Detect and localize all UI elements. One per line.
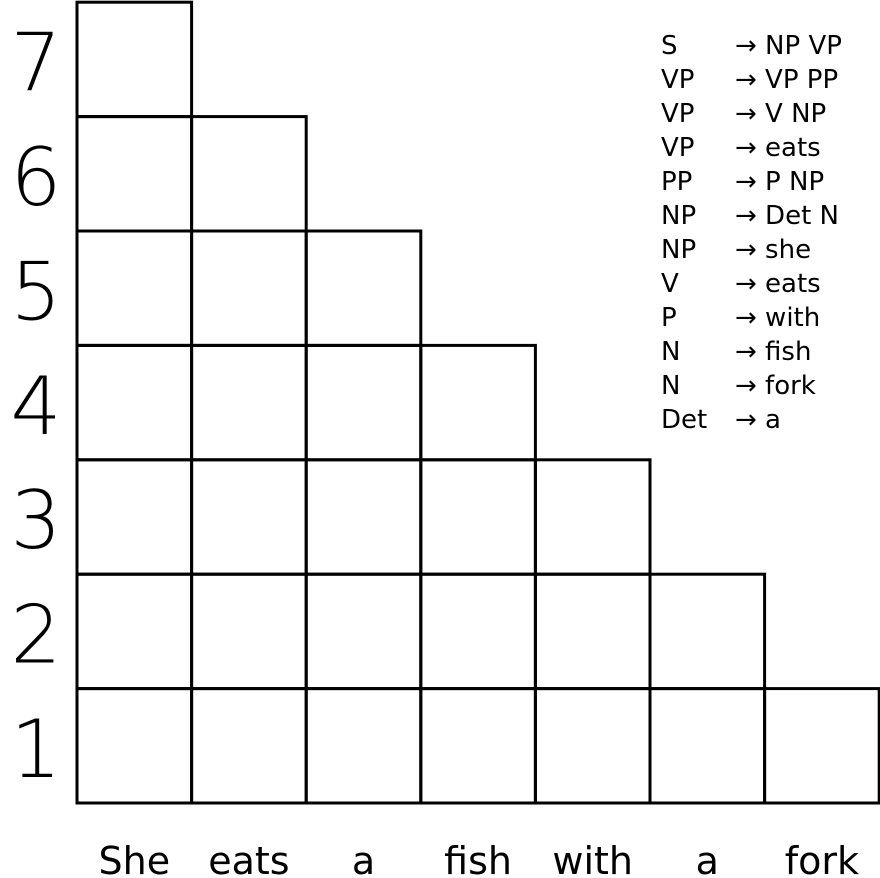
word-label: She (99, 839, 171, 878)
chart-cells (75, 0, 880, 805)
rule-rhs: → with (735, 303, 820, 333)
word-label: eats (208, 839, 289, 878)
chart-cell-r2-c2 (190, 572, 308, 691)
rule-lhs: VP (661, 99, 694, 129)
chart-cell-r5-c2 (190, 229, 308, 347)
row-label: 5 (11, 245, 62, 338)
chart-cell-r4-c4 (419, 343, 537, 462)
rule-rhs: → eats (735, 133, 821, 163)
rule-lhs: N (661, 371, 680, 401)
row-label: 2 (11, 589, 62, 682)
sentence-words: She eats a fish with a fork (99, 839, 860, 878)
row-label: 4 (11, 360, 62, 453)
chart-cell-r2-c5 (533, 572, 652, 691)
rule-lhs: V (661, 269, 679, 299)
rule-rhs: → she (735, 235, 811, 265)
chart-cell-r6-c1 (75, 115, 194, 233)
rule-lhs: P (661, 303, 677, 333)
row-label: 1 (11, 703, 62, 796)
chart-cell-r4-c1 (75, 343, 194, 462)
rule-rhs: → NP VP (735, 31, 842, 61)
chart-cell-r1-c7 (763, 687, 880, 805)
chart-cell-r3-c5 (533, 458, 652, 576)
chart-cell-r6-c2 (190, 115, 308, 233)
chart-cell-r7-c1 (75, 0, 194, 119)
chart-cell-r3-c1 (75, 458, 194, 576)
rule-rhs: → V NP (735, 99, 826, 129)
chart-cell-r3-c2 (190, 458, 308, 576)
chart-cell-r5-c1 (75, 229, 194, 347)
chart-cell-r5-c3 (304, 229, 423, 347)
row-label: 3 (11, 474, 62, 567)
chart-cell-r1-c4 (419, 687, 537, 805)
chart-cell-r2-c3 (304, 572, 423, 691)
chart-cell-r2-c6 (648, 572, 767, 691)
rule-lhs: VP (661, 65, 694, 95)
chart-cell-r1-c5 (533, 687, 652, 805)
rule-lhs: VP (661, 133, 694, 163)
rule-rhs: → fish (735, 337, 811, 367)
chart-cell-r1-c3 (304, 687, 423, 805)
rule-lhs: PP (661, 167, 692, 197)
rule-rhs: → P NP (735, 167, 824, 197)
word-label: with (552, 839, 633, 878)
rule-rhs: → a (735, 405, 781, 435)
rule-rhs: → eats (735, 269, 821, 299)
rule-rhs: → VP PP (735, 65, 838, 95)
chart-cell-r1-c6 (648, 687, 767, 805)
rule-lhs: NP (661, 201, 696, 231)
word-label: a (696, 839, 719, 878)
grammar-rules: S → NP VP VP → VP PP VP → V NP VP → eats PP → P N… (661, 31, 842, 435)
row-label: 6 (11, 131, 62, 224)
word-label: a (352, 839, 375, 878)
rule-lhs: S (661, 31, 678, 61)
chart-cell-r4-c3 (304, 343, 423, 462)
chart-cell-r3-c4 (419, 458, 537, 576)
chart-cell-r2-c1 (75, 572, 194, 691)
chart-cell-r3-c3 (304, 458, 423, 576)
chart-cell-r1-c2 (190, 687, 308, 805)
rule-lhs: NP (661, 235, 696, 265)
chart-cell-r1-c1 (75, 687, 194, 805)
row-labels: 1 2 3 4 5 6 7 (11, 17, 62, 796)
chart-cell-r4-c2 (190, 343, 308, 462)
rule-lhs: Det (661, 405, 707, 435)
row-label: 7 (11, 17, 62, 110)
rule-lhs: N (661, 337, 680, 367)
rule-rhs: → Det N (735, 201, 839, 231)
chart-cell-r2-c4 (419, 572, 537, 691)
word-label: fork (785, 839, 859, 878)
rule-rhs: → fork (735, 371, 816, 401)
word-label: fish (444, 839, 512, 878)
